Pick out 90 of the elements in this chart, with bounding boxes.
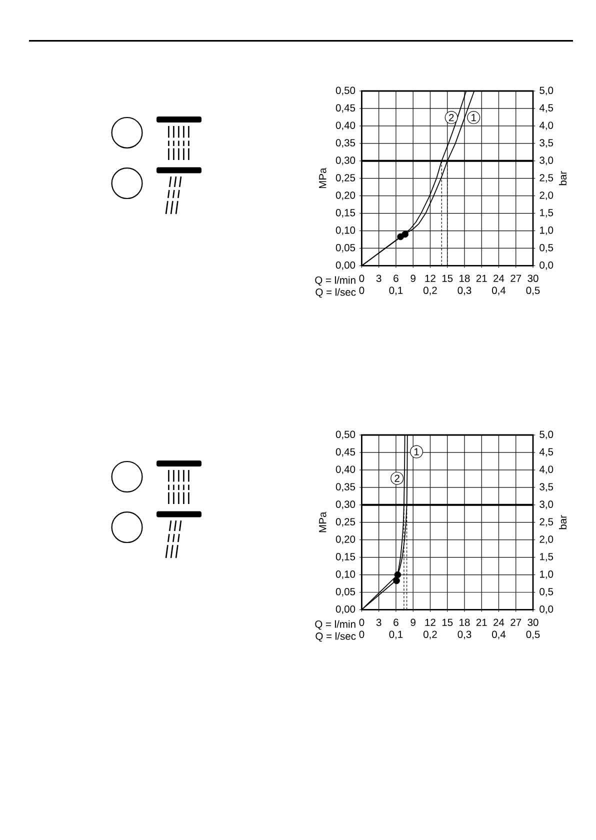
x2-tick-label: 0 [359, 630, 364, 638]
y-tick-label: 0,30 [336, 500, 356, 510]
y2-tick-label: 4,5 [539, 448, 554, 457]
y-tick-label: 0,35 [336, 483, 356, 492]
y2-tick-label: 1,5 [540, 553, 554, 562]
x-tick-label: 6 [394, 618, 398, 626]
x-tick-label: 3 [376, 618, 382, 626]
y-tick-label: 0,00 [336, 605, 356, 614]
y-tick-label: 0,05 [336, 244, 356, 252]
x2-tick-label: 0,3 [458, 286, 472, 296]
x-tick-label: 0 [359, 618, 364, 626]
x2-tick-label: 0 [359, 286, 364, 294]
x2-tick-label: 0,1 [389, 630, 403, 640]
y-tick-label: 0,25 [336, 518, 356, 527]
y-tick-label: 0,50 [336, 430, 356, 440]
y2-tick-label: 1,5 [540, 209, 554, 218]
x-tick-label: 24 [494, 618, 504, 626]
y2-tick-label: 2,0 [540, 192, 554, 200]
x2-tick-label: 0,1 [389, 286, 403, 296]
x2-tick-label: 0,3 [458, 630, 472, 640]
x-tick-label: 15 [442, 274, 453, 282]
y2-tick-label: 3,0 [540, 156, 554, 166]
y-tick-label: 0,40 [336, 122, 356, 130]
x-tick-label: 3 [376, 274, 382, 282]
x-tick-label: 21 [476, 618, 487, 626]
x-tick-label: 15 [442, 618, 453, 626]
x-tick-label: 0 [359, 274, 364, 282]
y-tick-label: 0,05 [336, 588, 356, 596]
y-tick-label: 0,30 [336, 156, 356, 166]
y-tick-label: 0,10 [336, 570, 356, 580]
y2-tick-label: 0,5 [540, 244, 554, 252]
y2-tick-label: 5,0 [540, 430, 554, 440]
y2-tick-label: 4,5 [539, 104, 554, 113]
y2-axis-title: bar [559, 171, 567, 186]
x-tick-label: 6 [394, 274, 398, 282]
x2-tick-label: 0,4 [492, 286, 506, 296]
x-tick-label: 30 [528, 274, 538, 282]
y2-tick-label: 0,0 [540, 605, 554, 614]
y2-tick-label: 4,0 [539, 122, 554, 130]
x2-tick-label: 0,5 [526, 286, 540, 296]
annotation: 2 [449, 114, 454, 122]
y2-tick-label: 0,5 [540, 588, 554, 596]
x2-tick-label: 0,4 [492, 630, 506, 640]
y2-tick-label: 3,0 [540, 500, 554, 510]
x-axis-title: Q = l/min [315, 276, 356, 286]
y-axis-title: MPa [319, 512, 326, 532]
y-tick-label: 0,40 [336, 466, 356, 474]
y2-tick-label: 4,0 [539, 466, 554, 474]
y-tick-label: 0,45 [336, 104, 356, 113]
y-tick-label: 0,35 [336, 139, 356, 148]
y-tick-label: 0,25 [336, 174, 356, 183]
y2-tick-label: 3,5 [540, 139, 554, 148]
x-axis-title: Q = l/min [315, 620, 356, 630]
y2-tick-label: 0,0 [540, 261, 554, 270]
x-tick-label: 24 [494, 274, 504, 282]
y-tick-label: 0,45 [336, 448, 356, 457]
x2-axis-title: Q = l/sec [316, 288, 356, 298]
y2-tick-label: 2,5 [540, 174, 554, 183]
y-tick-label: 0,15 [336, 209, 356, 218]
annotation: 1 [414, 448, 419, 456]
y2-tick-label: 2,0 [540, 536, 554, 544]
x-tick-label: 18 [460, 274, 470, 282]
y2-tick-label: 2,5 [540, 518, 554, 527]
y-tick-label: 0,50 [336, 86, 356, 96]
x-tick-label: 9 [410, 274, 416, 282]
x-tick-label: 21 [476, 274, 487, 282]
x-tick-label: 12 [425, 274, 436, 282]
x2-tick-label: 0,5 [526, 630, 540, 640]
y-tick-label: 0,20 [336, 192, 356, 200]
x-tick-label: 27 [510, 274, 522, 282]
x2-tick-label: 0,2 [423, 286, 437, 296]
y-axis-title: MPa [319, 168, 326, 188]
y-tick-label: 0,15 [336, 553, 356, 562]
y-tick-label: 0,00 [336, 261, 356, 270]
x-tick-label: 30 [528, 618, 538, 626]
annotation: 2 [394, 474, 400, 482]
y2-axis-title: bar [559, 515, 567, 530]
x2-tick-label: 0,2 [423, 630, 437, 640]
x-tick-label: 9 [410, 618, 416, 626]
y2-tick-label: 1,0 [540, 570, 554, 580]
x-tick-label: 18 [460, 618, 470, 626]
y2-tick-label: 1,0 [540, 226, 554, 235]
y2-tick-label: 3,5 [540, 483, 554, 492]
x-tick-label: 27 [510, 618, 522, 626]
annotation: 1 [472, 114, 476, 122]
y-tick-label: 0,20 [336, 536, 356, 544]
x2-axis-title: Q = l/sec [316, 632, 356, 642]
x-tick-label: 12 [425, 618, 436, 626]
y-tick-label: 0,10 [336, 226, 356, 236]
y2-tick-label: 5,0 [540, 86, 554, 96]
